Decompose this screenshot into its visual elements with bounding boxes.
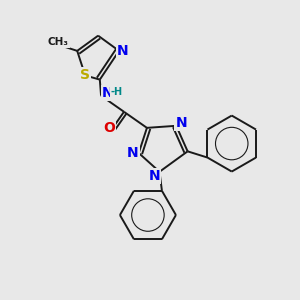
Text: S: S	[80, 68, 90, 83]
Text: O: O	[103, 121, 115, 135]
Text: N: N	[149, 169, 160, 183]
Text: N: N	[117, 44, 129, 58]
Text: CH₃: CH₃	[48, 37, 69, 47]
Text: N: N	[102, 86, 114, 100]
Text: N: N	[176, 116, 187, 130]
Text: -H: -H	[111, 87, 123, 97]
Text: N: N	[127, 146, 139, 160]
